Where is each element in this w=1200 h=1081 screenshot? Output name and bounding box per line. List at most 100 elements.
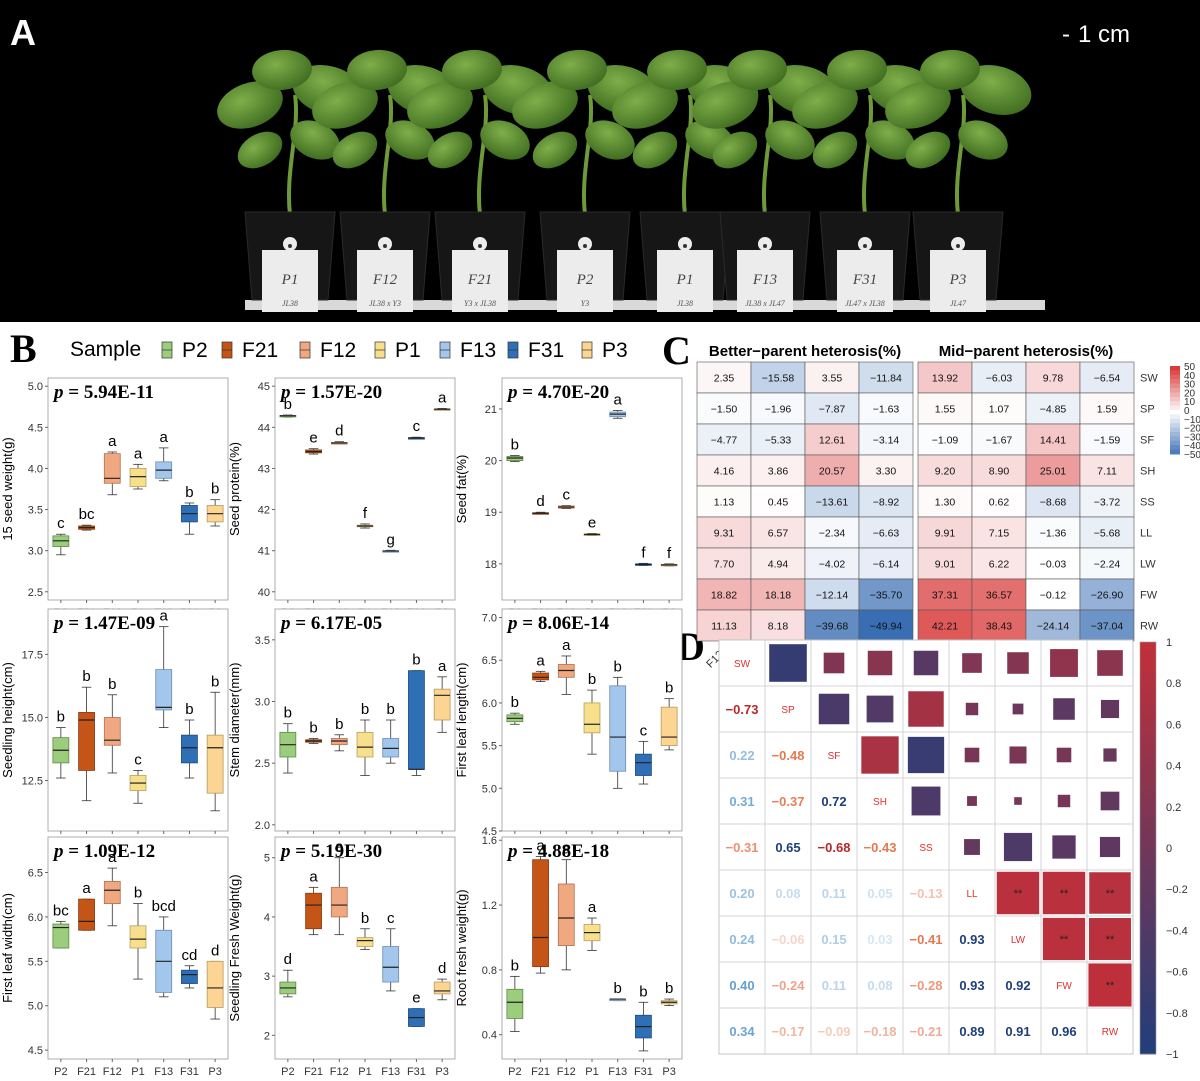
heatmap-cell-value: 6.22 <box>989 559 1010 571</box>
heatmap-cell-value: −6.14 <box>873 559 900 571</box>
box-body <box>78 712 95 771</box>
y-tick-label: 20 <box>485 456 497 468</box>
heatmap-cell <box>971 516 1027 549</box>
box-P3: b P3 <box>660 980 678 1078</box>
box-P2: bc P2 <box>52 902 69 1078</box>
y-tick-label: 5.5 <box>482 741 497 753</box>
x-tick-label: P2 <box>54 1066 67 1076</box>
significance-letter: b <box>211 481 219 498</box>
heatmap-cell <box>917 361 973 394</box>
plant-leaf <box>727 49 787 91</box>
significance-letter: a <box>438 658 447 675</box>
x-tick-label: F12 <box>557 1066 576 1076</box>
heatmap-cell-value: 25.01 <box>1040 466 1066 478</box>
corr-square <box>1003 832 1033 862</box>
significance-letter: c <box>134 751 142 768</box>
y-tick-label: 2 <box>264 1030 270 1042</box>
y-tick-label: 4 <box>264 912 270 924</box>
tag-hole <box>583 244 587 248</box>
heatmap-cell <box>971 423 1027 456</box>
colorbar-segment <box>1170 449 1180 455</box>
corr-value: −0.17 <box>772 1024 805 1039</box>
colorbar-segment <box>1140 703 1156 715</box>
corr-diagonal-label: SH <box>873 797 887 808</box>
x-tick-label: P1 <box>131 1066 144 1076</box>
heatmap-cell-value: 13.92 <box>932 373 958 385</box>
significance-letter: d <box>284 951 292 968</box>
heatmap-cell <box>804 547 860 580</box>
colorbar-tick: −30 <box>1184 432 1200 443</box>
p-value-text: p = 1.47E-09 <box>52 613 155 634</box>
box-body <box>103 881 121 905</box>
corr-significance: ** <box>1106 888 1115 900</box>
heatmap-cell-value: 8.18 <box>768 621 789 633</box>
heatmap-cell <box>696 454 752 487</box>
box-F12: a F12 <box>103 849 122 1078</box>
tag-label: P2 <box>576 272 594 288</box>
box-F12: a F12 <box>557 841 576 1078</box>
colorbar-segment <box>1140 1043 1156 1055</box>
tag-hole <box>683 244 687 248</box>
y-tick-label: 6.0 <box>482 698 497 710</box>
colorbar-segment <box>1140 652 1156 664</box>
heatmap-cell <box>1079 454 1135 487</box>
heatmap-cell-value: 12.61 <box>819 435 845 447</box>
box-body <box>382 738 400 758</box>
corr-square <box>967 796 977 806</box>
significance-letter: b <box>211 673 219 690</box>
box-body <box>609 685 627 772</box>
heatmap-cell-value: 1.55 <box>935 404 956 416</box>
colorbar-tick: 0.8 <box>1166 678 1181 690</box>
heatmap-row-label: SW <box>1140 373 1158 385</box>
significance-letter: a <box>82 880 91 897</box>
heatmap-cell-value: −1.59 <box>1094 435 1121 447</box>
heatmap-cell-value: −24.14 <box>1037 621 1070 633</box>
legend-label: P1 <box>395 339 421 362</box>
colorbar-segment <box>1140 878 1156 890</box>
heatmap-cell <box>1079 609 1135 642</box>
colorbar-segment <box>1140 1023 1156 1034</box>
heterosis-heatmaps: Better−parent heterosis(%) 2.35 −15.58 3.55… <box>696 343 1200 671</box>
p-value-text: p = 5.19E-30 <box>279 841 382 862</box>
colorbar-tick: −20 <box>1184 424 1200 435</box>
x-tick-label: P1 <box>585 1066 598 1076</box>
corr-square <box>1088 963 1132 1007</box>
corr-cell: ** <box>994 869 1042 917</box>
heatmap-cell-value: 2.35 <box>714 373 735 385</box>
y-tick-label: 17.5 <box>22 649 43 661</box>
significance-letter: a <box>536 652 545 669</box>
corr-square <box>1007 652 1029 674</box>
corr-square <box>1089 872 1131 914</box>
corr-square <box>1097 650 1123 676</box>
plant-leaf <box>632 131 678 169</box>
corr-significance: ** <box>1014 888 1023 900</box>
colorbar-tick: −0.2 <box>1166 884 1188 896</box>
x-tick-label: P3 <box>435 1066 448 1076</box>
heatmap-cell <box>750 392 806 425</box>
x-tick-label: F21 <box>531 1066 550 1076</box>
corr-diagonal-label: LW <box>1011 935 1026 946</box>
significance-letter: b <box>614 658 622 675</box>
corr-value: −0.48 <box>772 748 805 763</box>
significance-letter: b <box>185 701 193 718</box>
plant-leaf <box>385 120 435 160</box>
colorbar-segment <box>1170 436 1180 442</box>
heatmap-title: Mid−parent heterosis(%) <box>939 343 1114 360</box>
colorbar-tick: −1 <box>1166 1049 1179 1061</box>
figure-svg: B C D Sample P2 F21 F12 P1 F13 F31 P3 2.53.03.… <box>0 326 1200 1078</box>
heatmap-cell <box>804 516 860 549</box>
heatmap-cell-value: 1.59 <box>1097 404 1118 416</box>
plant-1: P1 JL38 <box>217 49 364 312</box>
heatmap-cell-value: 3.55 <box>822 373 843 385</box>
y-tick-label: 6.0 <box>28 912 43 924</box>
box-body <box>330 738 348 746</box>
heatmap-cell <box>917 609 973 642</box>
corr-value: 0.24 <box>729 932 755 947</box>
corr-square <box>1009 746 1027 764</box>
heatmap-row-label: SF <box>1140 435 1154 447</box>
plant-stem <box>476 94 489 216</box>
x-tick-label: F31 <box>634 1066 653 1076</box>
colorbar-segment <box>1140 775 1156 787</box>
colorbar-segment <box>1140 714 1156 725</box>
heatmap-cell-value: −15.58 <box>762 373 795 385</box>
